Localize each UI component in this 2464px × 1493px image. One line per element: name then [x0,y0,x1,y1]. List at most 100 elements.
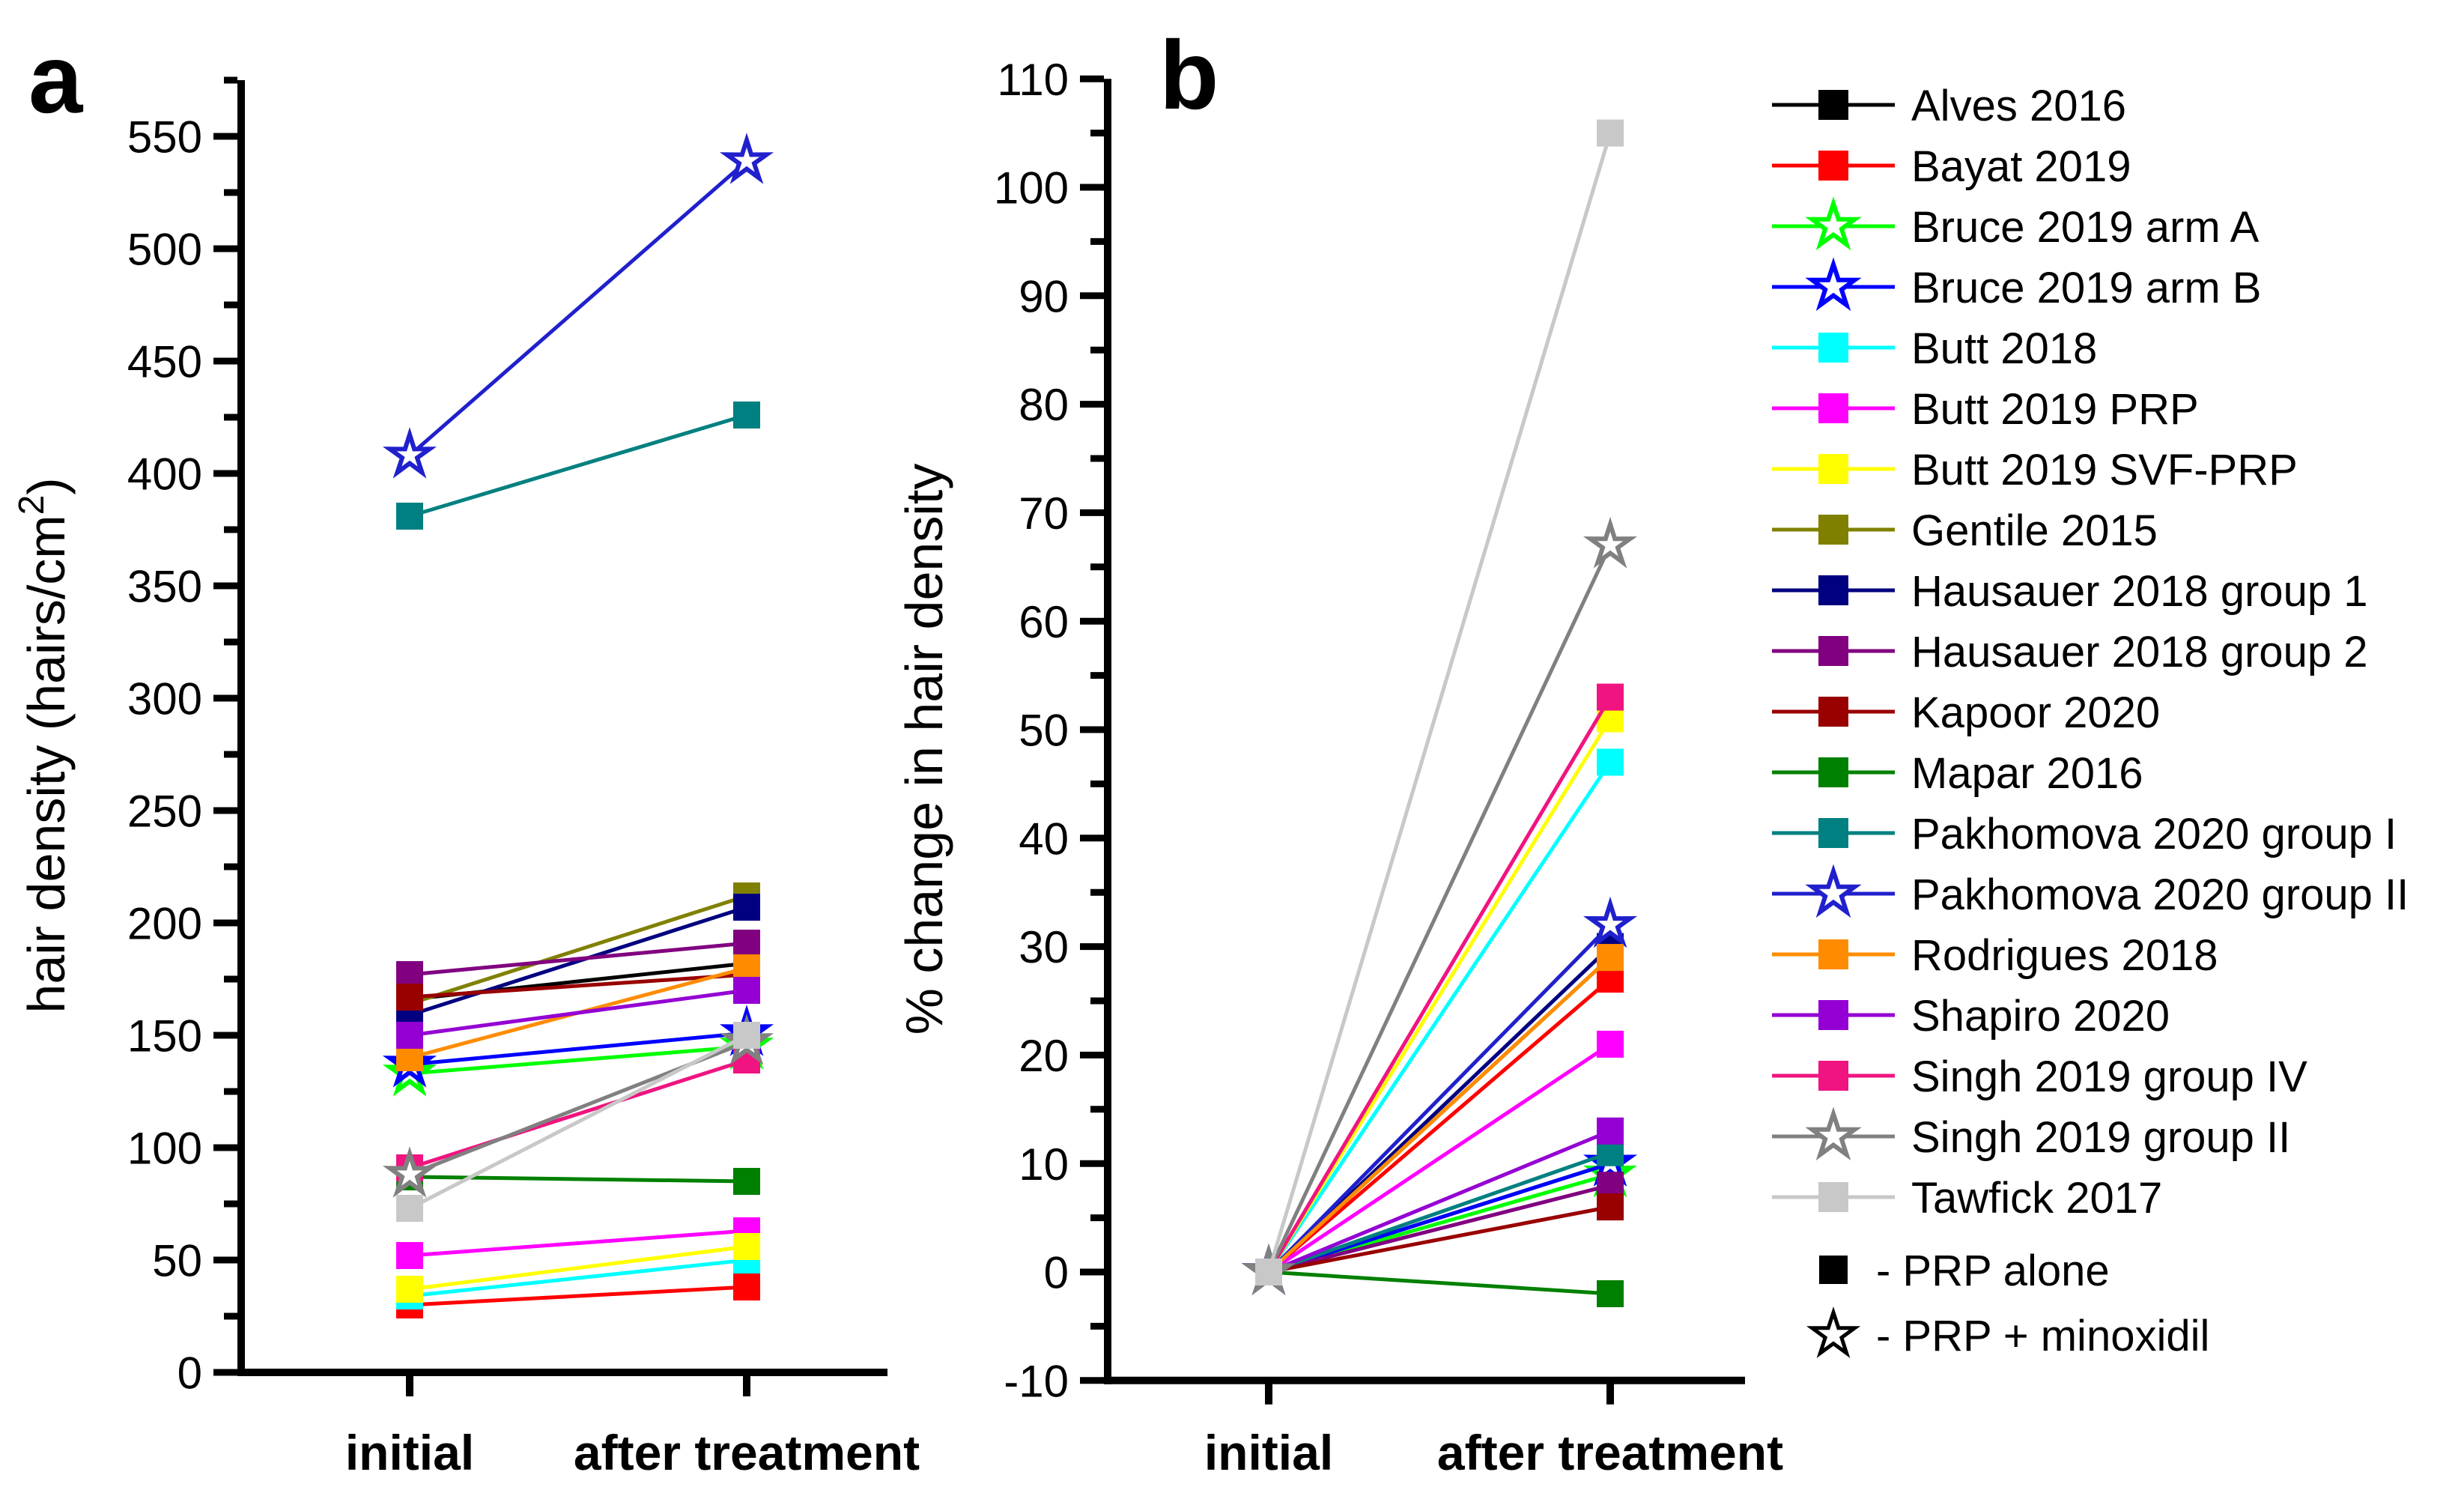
panel-a-series-line-pakhomova-2020-group-i [409,413,747,518]
legend-item-tawfick-2017: Tawfick 2017 [1772,1174,2162,1223]
panel-a-xlabel-after-treatment: after treatment [574,1425,920,1480]
panel-a-ytick-label-450: 450 [127,337,202,387]
panel-b-ytick-label-100: 100 [994,163,1069,213]
legend-label-bruce-2019-arm-b: Bruce 2019 arm B [1911,264,2261,312]
panel-a-ytick-label-150: 150 [127,1011,202,1062]
legend-item-rodrigues-2018: Rodrigues 2018 [1772,931,2218,980]
legend-square-icon-hausauer-2018-group-1 [1818,575,1848,605]
panel-a-ytick-label-50: 50 [152,1236,202,1286]
legend-label-butt-2019-svf-prp: Butt 2019 SVF-PRP [1911,446,2298,494]
panel-a-marker-pakhomova-2020-group-ii-initial [382,427,437,479]
panel-a-marker-butt-2019-svf-prp-initial [396,1276,423,1303]
panel-a-series-line-bayat-2019 [409,1285,747,1307]
legend-square-icon-pakhomova-2020-group-i [1818,818,1848,848]
panel-a-marker-pakhomova-2020-group-i-initial [396,503,423,530]
panel-a-series-line-bruce-2019-arm-a [409,1044,747,1076]
panel-b-series-line-bayat-2019 [1267,978,1612,1274]
legend-item-mapar-2016: Mapar 2016 [1772,749,2143,798]
legend-label-singh-2019-group-ii: Singh 2019 group II [1911,1113,2290,1162]
legend-square-icon-butt-2019-svf-prp [1818,454,1848,484]
panel-b-series-line-singh-2019-group-ii [1266,544,1612,1274]
panel-a-marker-shapiro-2020-initial [396,1022,423,1049]
panel-b-ytick-label-40: 40 [1019,814,1069,864]
panel-b-ytick-label--10: -10 [1004,1356,1069,1406]
legend-star-icon-bruce-2019-arm-a [1805,196,1862,251]
panel-b-marker-pakhomova-2020-group-ii-after-treatment [1583,896,1637,948]
legend-label-shapiro-2020: Shapiro 2020 [1911,992,2170,1041]
legend-item-pakhomova-2020-group-i: Pakhomova 2020 group I [1772,810,2397,858]
legend-item-butt-2018: Butt 2018 [1772,324,2097,373]
panel-b-marker-tawfick-2017-after-treatment [1597,119,1624,147]
legend-item-bruce-2019-arm-b: Bruce 2019 arm B [1772,257,2261,312]
panel-b-series-line-pakhomova-2020-group-ii [1267,923,1612,1274]
prp-minoxidil-star-icon [1806,1306,1861,1358]
panel-b-series-line-shapiro-2020 [1268,1129,1611,1274]
panel-b-xlabel-after-treatment: after treatment [1437,1425,1783,1480]
legend-notes-group: - PRP alone - PRP + minoxidil [1806,1247,2209,1360]
legend-square-icon-mapar-2016 [1818,757,1848,787]
panel-b-ytick-label-30: 30 [1019,922,1069,972]
legend-label-hausauer-2018-group-1: Hausauer 2018 group 1 [1911,567,2367,616]
panel-b-marker-rodrigues-2018-after-treatment [1597,944,1624,972]
legend-square-icon-alves-2016 [1818,90,1848,120]
legend-square-icon-shapiro-2020 [1818,1000,1848,1030]
panel-b-ytick-label-90: 90 [1019,271,1069,321]
panel-a-ylabel-group: hair density (hairs/cm2) [12,477,76,1013]
panel-b-marker-kapoor-2020-after-treatment [1597,1193,1624,1221]
legend-item-hausauer-2018-group-1: Hausauer 2018 group 1 [1772,567,2367,616]
legend-item-shapiro-2020: Shapiro 2020 [1772,992,2170,1041]
panel-a-marker-butt-2019-svf-prp-after-treatment [733,1233,760,1260]
legend-label-gentile-2015: Gentile 2015 [1911,506,2158,555]
legend-label-butt-2019-prp: Butt 2019 PRP [1911,385,2199,434]
panel-a-series-line-butt-2018 [409,1258,747,1298]
panel-b-series-line-rodrigues-2018 [1267,956,1612,1274]
legend-label-bayat-2019: Bayat 2019 [1911,142,2131,191]
legend-square-icon-gentile-2015 [1818,515,1848,545]
panel-b-ytick-label-0: 0 [1044,1248,1069,1298]
legend-label-pakhomova-2020-group-ii: Pakhomova 2020 group II [1911,870,2409,919]
legend-item-singh-2019-group-ii: Singh 2019 group II [1772,1106,2290,1162]
panel-a-series-line-butt-2019-svf-prp [409,1244,747,1291]
panel-a-ytick-label-550: 550 [127,112,202,163]
panel-b-ytick-label-20: 20 [1019,1031,1069,1081]
panel-b-series-line-hausauer-2018-group-2 [1268,1183,1611,1274]
legend-note-prp-minoxidil: - PRP + minoxidil [1806,1306,2209,1360]
panel-a-ytick-label-0: 0 [177,1348,202,1399]
legend-label-hausauer-2018-group-2: Hausauer 2018 group 2 [1911,628,2367,676]
panel-a-marker-tawfick-2017-after-treatment [733,1022,760,1049]
panel-b-ytick-label-60: 60 [1019,597,1069,647]
panel-b-marker-tawfick-2017-initial [1255,1259,1282,1285]
panel-a-ytick-label-200: 200 [127,899,202,949]
panel-a-series-line-hausauer-2018-group-1 [409,905,747,1017]
panel-a-series-line-pakhomova-2020-group-ii [408,160,748,457]
panel-a-ylabel: hair density (hairs/cm2) [12,477,76,1013]
panel-a-ytick-label-500: 500 [127,225,202,275]
panel-a-ytick-label-300: 300 [127,674,202,724]
panel-a-series-line-kapoor-2020 [409,972,747,999]
panel-b-marker-shapiro-2020-after-treatment [1597,1117,1624,1145]
legend-square-icon-tawfick-2017 [1818,1182,1848,1212]
legend-label-singh-2019-group-iv: Singh 2019 group IV [1911,1053,2307,1101]
legend-star-icon-bruce-2019-arm-b [1805,257,1862,312]
legend-item-singh-2019-group-iv: Singh 2019 group IV [1772,1053,2307,1101]
legend-star-icon-singh-2019-group-ii [1805,1106,1862,1161]
legend-square-icon-kapoor-2020 [1818,697,1848,727]
panel-b-ytick-label-50: 50 [1019,706,1069,756]
legend-item-butt-2019-prp: Butt 2019 PRP [1772,385,2199,434]
axes-group: 0 50 100 150 200 250 300 350 400 450 500 550 -10 0 10 2… [127,55,1745,1406]
panel-a-marker-mapar-2016-after-treatment [733,1168,760,1195]
panel-b-letter: b [1159,20,1219,130]
panel-a-marker-pakhomova-2020-group-i-after-treatment [733,402,760,428]
panel-a-marker-bayat-2019-after-treatment [733,1274,760,1300]
legend-item-hausauer-2018-group-2: Hausauer 2018 group 2 [1772,628,2367,676]
legend-item-butt-2019-svf-prp: Butt 2019 SVF-PRP [1772,446,2298,494]
panel-a-marker-butt-2019-prp-initial [396,1242,423,1269]
panel-b-ytick-label-70: 70 [1019,488,1069,539]
legend-square-icon-bayat-2019 [1818,151,1848,181]
panel-a-xlabel-initial: initial [345,1425,474,1480]
series-group [382,119,1638,1318]
panel-b-series-line-tawfick-2017 [1266,132,1612,1273]
panel-b-series-line-butt-2019-prp [1267,1042,1612,1274]
